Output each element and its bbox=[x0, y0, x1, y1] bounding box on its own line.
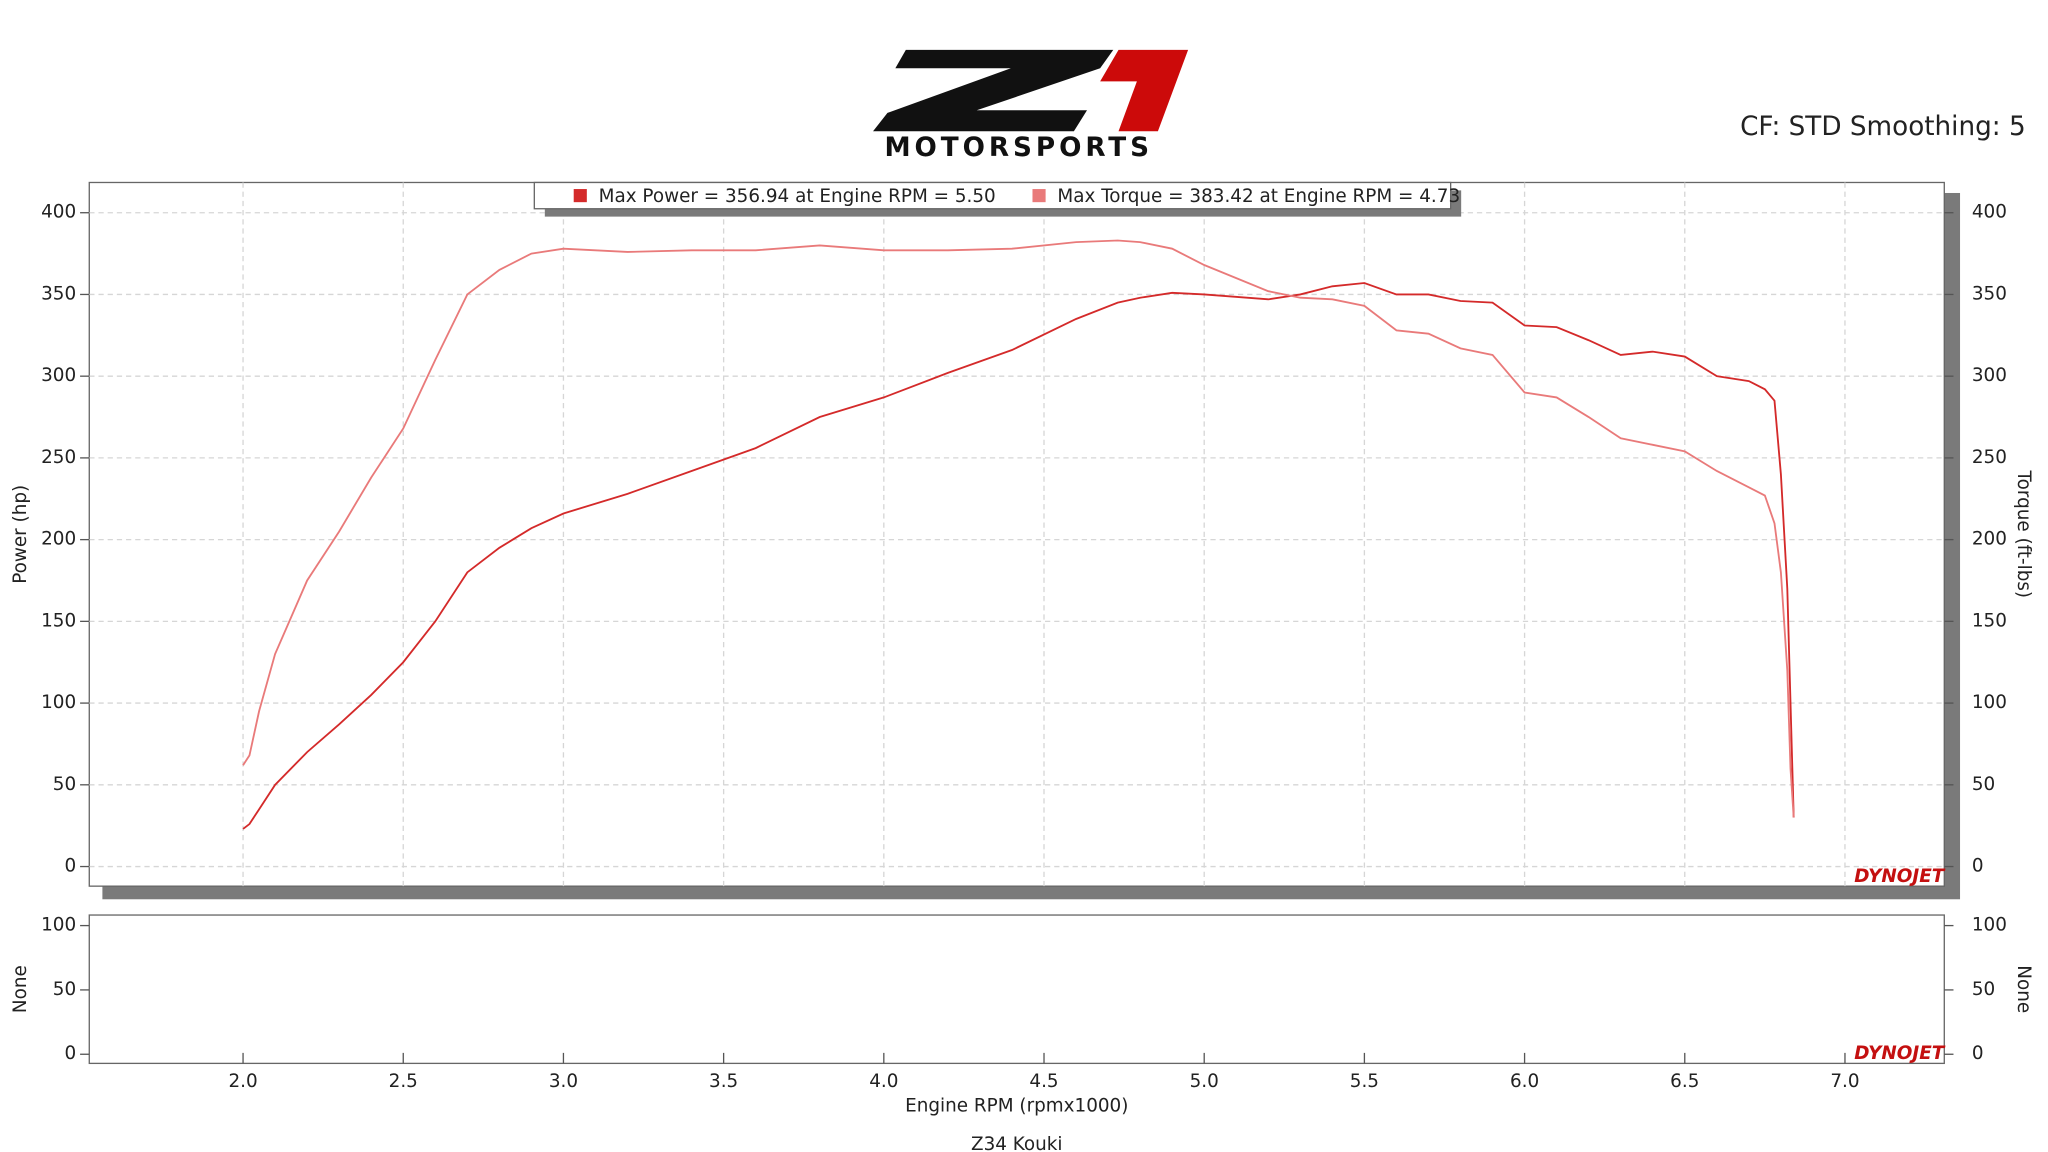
y2-tick-label: 400 bbox=[1972, 202, 2007, 223]
y2-tick-label: 0 bbox=[1972, 1043, 1984, 1064]
y2-tick-label: 150 bbox=[1972, 610, 2007, 631]
y2-tick-label: 250 bbox=[1972, 447, 2007, 468]
y-tick-label: 0 bbox=[64, 856, 76, 877]
x-tick-label: 2.5 bbox=[389, 1071, 418, 1092]
x-tick-label: 2.0 bbox=[228, 1071, 257, 1092]
watermark: DYNOJET bbox=[1854, 866, 1945, 887]
y2-tick-label: 50 bbox=[1972, 774, 1995, 795]
legend-swatch bbox=[573, 189, 587, 203]
y-tick-label: 50 bbox=[53, 774, 76, 795]
y-tick-label: 150 bbox=[41, 610, 76, 631]
y-tick-label: 400 bbox=[41, 202, 76, 223]
legend-label: Max Power = 356.94 at Engine RPM = 5.50 bbox=[599, 186, 996, 207]
x-tick-label: 5.0 bbox=[1190, 1071, 1219, 1092]
y-tick-label: 100 bbox=[41, 692, 76, 713]
legend-box bbox=[533, 181, 1452, 210]
y2-tick-label: 100 bbox=[1972, 915, 2007, 936]
x-tick-label: 4.0 bbox=[869, 1071, 898, 1092]
x-axis-label: Engine RPM (rpmx1000) bbox=[905, 1096, 1128, 1117]
x-tick-label: 3.5 bbox=[709, 1071, 738, 1092]
plot-area bbox=[88, 914, 1945, 1065]
legend-label: Max Torque = 383.42 at Engine RPM = 4.73 bbox=[1057, 186, 1460, 207]
y-tick-label: 0 bbox=[64, 1043, 76, 1064]
logo: MOTORSPORTS bbox=[873, 49, 1189, 163]
logo-one bbox=[1100, 49, 1189, 132]
x-tick-label: 6.5 bbox=[1670, 1071, 1699, 1092]
y2-axis-label: Torque (ft-lbs) bbox=[2013, 470, 2034, 599]
x-tick-label: 6.0 bbox=[1510, 1071, 1539, 1092]
watermark: DYNOJET bbox=[1854, 1043, 1945, 1064]
x-tick-label: 7.0 bbox=[1830, 1071, 1859, 1092]
y-tick-label: 350 bbox=[41, 283, 76, 304]
x-tick-label: 4.5 bbox=[1029, 1071, 1058, 1092]
y-tick-label: 200 bbox=[41, 529, 76, 550]
settings-text: CF: STD Smoothing: 5 bbox=[1740, 112, 2026, 142]
series-line bbox=[242, 282, 1795, 830]
y2-axis-label: None bbox=[2013, 965, 2034, 1013]
y2-tick-label: 300 bbox=[1972, 365, 2007, 386]
y-tick-label: 300 bbox=[41, 365, 76, 386]
x-tick-label: 3.0 bbox=[549, 1071, 578, 1092]
x-tick-label: 5.5 bbox=[1350, 1071, 1379, 1092]
y-tick-label: 50 bbox=[53, 979, 76, 1000]
y2-tick-label: 50 bbox=[1972, 979, 1995, 1000]
y2-tick-label: 100 bbox=[1972, 692, 2007, 713]
y-axis-label: None bbox=[10, 965, 31, 1013]
y2-tick-label: 350 bbox=[1972, 283, 2007, 304]
y-axis-label: Power (hp) bbox=[10, 485, 31, 584]
plot-area bbox=[88, 181, 1945, 887]
logo-z bbox=[873, 49, 1114, 132]
y2-tick-label: 0 bbox=[1972, 856, 1984, 877]
y-tick-label: 100 bbox=[41, 915, 76, 936]
logo-text: MOTORSPORTS bbox=[884, 133, 1153, 163]
legend-swatch bbox=[1032, 189, 1046, 203]
series-line bbox=[242, 239, 1795, 818]
y-tick-label: 250 bbox=[41, 447, 76, 468]
y2-tick-label: 200 bbox=[1972, 529, 2007, 550]
footer: Z34 Kouki bbox=[971, 1134, 1063, 1152]
